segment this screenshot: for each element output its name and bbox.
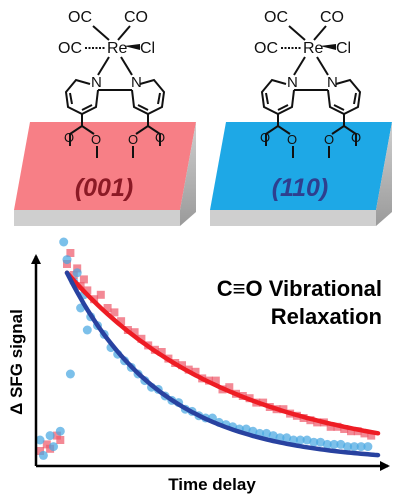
- x-axis-label: Time delay: [168, 475, 256, 494]
- slab-001-side: [180, 122, 196, 226]
- data-point-square-16: [117, 317, 126, 326]
- fits-layer: [64, 270, 381, 458]
- ligand-co-top: CO: [124, 9, 148, 26]
- data-point-circle-53: [356, 442, 366, 452]
- svg-text:O: O: [91, 132, 101, 147]
- data-point-circle-48: [322, 439, 332, 449]
- molecule-110: OC CO OC Re Cl N N O O O O: [254, 9, 361, 158]
- data-point-square-11: [83, 286, 92, 295]
- data-point-circle-52: [349, 442, 359, 452]
- data-point-circle-40: [268, 431, 278, 441]
- data-point-circle-7: [65, 369, 75, 379]
- data-point-square-53: [367, 431, 376, 440]
- data-point-square-14: [103, 304, 112, 312]
- data-point-circle-44: [295, 435, 305, 445]
- ligand-co-top-2: CO: [320, 9, 344, 26]
- svg-text:O: O: [64, 130, 74, 145]
- svg-text:O: O: [287, 132, 297, 147]
- slab-001-face: [14, 122, 196, 210]
- data-point-square-0: [36, 447, 44, 455]
- data-point-square-27: [191, 367, 200, 376]
- data-point-square-18: [130, 328, 139, 337]
- data-point-square-6: [66, 249, 75, 257]
- ligand-oc-top-2: OC: [264, 9, 288, 26]
- surface-110: [210, 122, 392, 226]
- plot-title-line1: C≡O Vibrational: [217, 276, 382, 301]
- facet-label-110: (110): [272, 174, 329, 202]
- fit-line-blue: [64, 270, 381, 458]
- data-point-circle-6: [62, 255, 72, 265]
- data-point-square-13: [96, 290, 105, 299]
- data-point-square-52: [360, 429, 369, 438]
- ring-n-left-2: N: [287, 74, 298, 91]
- data-point-circle-12: [82, 325, 92, 335]
- slab-110-front: [210, 210, 376, 226]
- data-point-circle-9: [72, 268, 82, 278]
- data-point-square-30: [211, 376, 220, 385]
- data-point-circle-54: [363, 442, 373, 452]
- data-point-square-47: [326, 422, 335, 431]
- slab-001-front: [14, 210, 180, 226]
- data-point-square-15: [110, 308, 119, 317]
- data-point-square-4: [56, 436, 65, 444]
- plot-title-line2: Relaxation: [271, 304, 382, 329]
- molecule-001: OC CO OC Re Cl N N O O O O: [58, 9, 165, 158]
- data-point-circle-4: [55, 426, 65, 436]
- data-point-square-3: [52, 431, 61, 440]
- data-point-circle-0: [35, 435, 45, 445]
- ligand-cl: Cl: [140, 40, 155, 57]
- data-point-circle-45: [302, 435, 312, 445]
- svg-text:O: O: [324, 132, 334, 147]
- svg-text:O: O: [155, 130, 165, 145]
- data-point-circle-49: [329, 439, 339, 449]
- fit-line-red: [64, 270, 381, 436]
- slab-110-side: [376, 122, 392, 226]
- ligand-oc-left-2: OC: [254, 40, 278, 57]
- data-point-circle-5: [59, 237, 69, 247]
- svg-text:O: O: [128, 132, 138, 147]
- decay-plot: Δ SFG signal Time delay C≡O Vibrational …: [7, 237, 390, 494]
- data-point-square-22: [157, 348, 166, 356]
- data-point-circle-2: [45, 431, 55, 441]
- data-point-circle-3: [49, 442, 58, 452]
- svg-text:O: O: [351, 130, 361, 145]
- ring-n-left: N: [91, 74, 102, 91]
- data-point-circle-50: [336, 439, 346, 449]
- data-point-circle-46: [309, 437, 319, 447]
- points-layer: [35, 237, 376, 460]
- ring-n-right-2: N: [327, 74, 338, 91]
- data-point-circle-42: [282, 433, 292, 443]
- y-axis-label: Δ SFG signal: [7, 309, 26, 415]
- ring-n-right: N: [131, 74, 142, 91]
- data-point-circle-1: [38, 450, 48, 460]
- ligand-oc-left: OC: [58, 40, 82, 57]
- data-point-square-50: [347, 427, 355, 436]
- data-point-square-10: [79, 275, 88, 284]
- facet-label-001: (001): [75, 174, 133, 202]
- data-point-circle-51: [343, 442, 353, 452]
- data-point-circle-43: [289, 435, 298, 445]
- metal-re-2: Re: [303, 40, 324, 57]
- data-point-square-1: [42, 440, 51, 449]
- ligand-cl-2: Cl: [336, 40, 351, 57]
- data-point-square-32: [225, 383, 234, 392]
- slab-110-face: [210, 122, 392, 210]
- metal-re: Re: [107, 40, 128, 57]
- svg-text:O: O: [260, 130, 270, 145]
- data-point-circle-47: [316, 437, 325, 447]
- ligand-oc-top: OC: [68, 9, 92, 26]
- surface-001: [14, 122, 196, 226]
